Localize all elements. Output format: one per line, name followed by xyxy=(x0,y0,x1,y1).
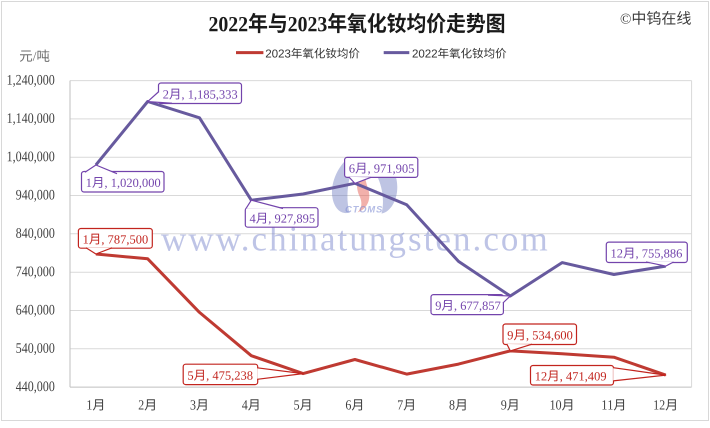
svg-text:www.chinatungsten.com: www.chinatungsten.com xyxy=(161,220,550,259)
svg-text:CTOMS: CTOMS xyxy=(345,205,383,216)
